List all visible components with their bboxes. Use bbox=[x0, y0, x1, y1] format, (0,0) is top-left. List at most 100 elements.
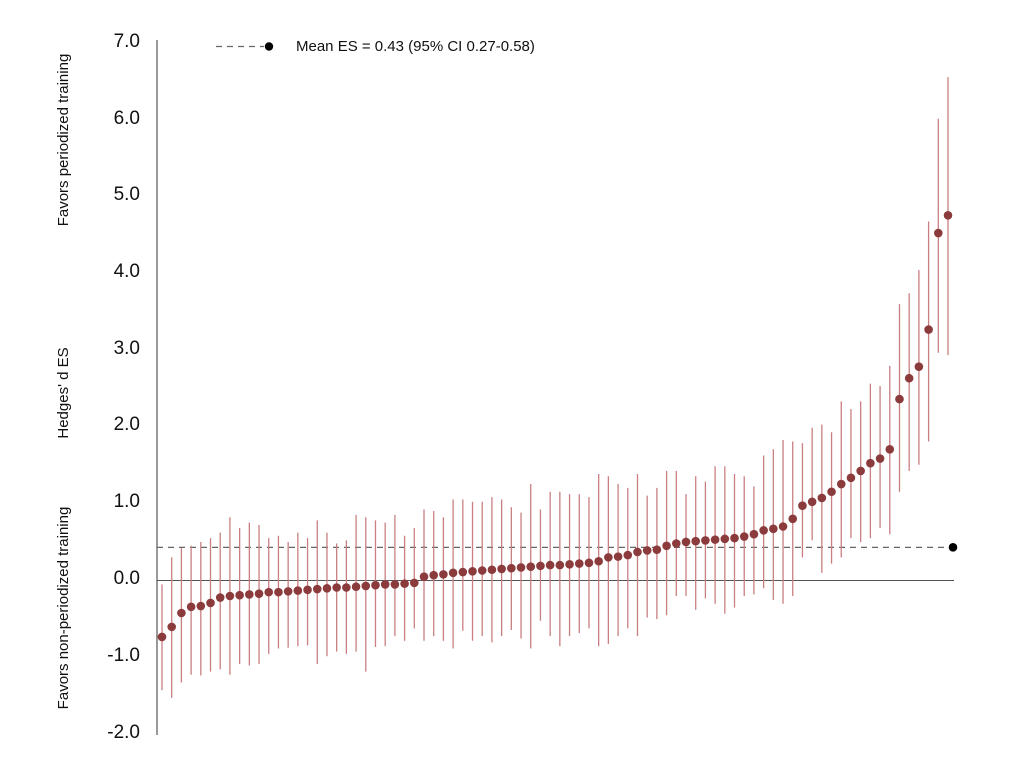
effect-size-point bbox=[536, 561, 545, 571]
confidence-intervals bbox=[161, 77, 949, 698]
effect-size-point bbox=[866, 458, 875, 468]
effect-size-point bbox=[856, 466, 865, 476]
y-tick-labels: 7.0 6.0 5.0 4.0 3.0 2.0 1.0 0.0 -1.0 -2.… bbox=[107, 31, 140, 743]
effect-size-point bbox=[662, 541, 671, 551]
effect-size-point bbox=[807, 497, 817, 507]
effect-size-point bbox=[633, 547, 642, 557]
y-tick-label: 0.0 bbox=[114, 568, 140, 589]
effect-size-point bbox=[245, 590, 254, 599]
effect-size-point bbox=[739, 532, 749, 541]
effect-size-point bbox=[303, 585, 312, 595]
effect-size-point bbox=[613, 552, 623, 561]
effect-size-point bbox=[778, 522, 788, 531]
effect-size-point bbox=[351, 582, 361, 592]
y-axis-title: Hedges' d ES bbox=[55, 347, 72, 438]
y-tick-label: 1.0 bbox=[114, 491, 140, 512]
effect-size-point bbox=[827, 487, 836, 497]
effect-size-point bbox=[623, 550, 633, 560]
effect-size-point bbox=[283, 587, 293, 596]
y-tick-label: 5.0 bbox=[114, 184, 140, 205]
effect-size-point bbox=[691, 536, 701, 546]
effect-size-point bbox=[167, 622, 177, 632]
y-tick-label: 2.0 bbox=[114, 414, 140, 435]
effect-size-point bbox=[254, 589, 264, 598]
effect-size-point bbox=[390, 580, 400, 589]
mean-es-point bbox=[948, 543, 958, 552]
y-tick-label: 6.0 bbox=[114, 108, 140, 129]
effect-size-point bbox=[516, 563, 526, 572]
effect-size-point bbox=[846, 473, 856, 483]
effect-size-point bbox=[759, 526, 768, 535]
effect-size-point bbox=[798, 501, 807, 510]
effect-size-point bbox=[701, 536, 710, 545]
effect-size-point bbox=[322, 583, 332, 593]
effect-size-point bbox=[604, 553, 613, 562]
effect-size-point bbox=[565, 560, 574, 569]
effect-size-point bbox=[594, 556, 603, 566]
effect-size-point bbox=[487, 565, 497, 575]
effect-size-point bbox=[361, 581, 371, 591]
effect-size-point bbox=[836, 479, 846, 489]
effect-size-point bbox=[730, 533, 739, 543]
y-tick-label: 7.0 bbox=[114, 31, 140, 52]
effect-size-point bbox=[468, 566, 477, 576]
y-label-favors-non-periodized: Favors non-periodized training bbox=[55, 507, 72, 710]
effect-size-point bbox=[555, 560, 565, 570]
effect-size-point bbox=[196, 601, 206, 611]
effect-size-point bbox=[749, 529, 759, 539]
y-tick-label: -1.0 bbox=[107, 645, 140, 666]
effect-size-point bbox=[235, 590, 244, 600]
effect-size-point bbox=[817, 493, 827, 503]
effect-size-point bbox=[477, 566, 487, 575]
effect-size-point bbox=[924, 325, 933, 334]
y-tick-label: 3.0 bbox=[114, 338, 140, 359]
effect-size-point bbox=[312, 584, 322, 594]
y-tick-label: -2.0 bbox=[107, 722, 140, 743]
effect-size-point bbox=[914, 362, 924, 371]
effect-size-point bbox=[429, 570, 439, 580]
effect-size-point bbox=[710, 535, 720, 544]
effect-size-point bbox=[526, 562, 536, 571]
effect-size-point bbox=[371, 580, 380, 590]
effect-size-point bbox=[769, 524, 778, 534]
y-axis-labels: Favors periodized training Hedges' d ES … bbox=[55, 54, 72, 710]
effect-size-point bbox=[943, 210, 953, 220]
effect-size-point bbox=[681, 537, 691, 547]
effect-size-point bbox=[342, 583, 351, 592]
effect-size-point bbox=[788, 514, 798, 524]
effect-size-point bbox=[885, 444, 895, 454]
effect-size-point bbox=[545, 560, 555, 570]
effect-size-point bbox=[274, 587, 283, 597]
effect-size-point bbox=[904, 373, 914, 383]
effect-size-point bbox=[206, 598, 215, 608]
effect-size-point bbox=[225, 591, 235, 601]
effect-size-point bbox=[215, 593, 225, 602]
effect-size-point bbox=[458, 567, 468, 577]
effect-size-point bbox=[157, 632, 167, 642]
y-tick-label: 4.0 bbox=[114, 261, 140, 282]
effect-size-point bbox=[332, 583, 341, 592]
legend: Mean ES = 0.43 (95% CI 0.27-0.58) bbox=[216, 38, 535, 55]
legend-label: Mean ES = 0.43 (95% CI 0.27-0.58) bbox=[296, 38, 535, 55]
effect-size-point bbox=[652, 545, 662, 554]
effect-size-point bbox=[448, 568, 458, 578]
effect-size-point bbox=[875, 454, 885, 463]
effect-size-point bbox=[642, 546, 652, 555]
effect-size-point bbox=[177, 608, 186, 618]
reference-lines bbox=[157, 546, 954, 582]
effect-size-point bbox=[264, 587, 274, 597]
effect-size-point bbox=[720, 534, 730, 544]
effect-size-point bbox=[439, 570, 448, 579]
effect-size-point bbox=[497, 564, 506, 574]
y-label-favors-periodized: Favors periodized training bbox=[55, 54, 72, 227]
effect-size-point bbox=[671, 539, 681, 548]
effect-size-point bbox=[933, 228, 943, 238]
effect-size-point bbox=[293, 586, 303, 595]
effect-size-point bbox=[380, 580, 390, 589]
effect-size-point bbox=[574, 559, 584, 568]
effect-size-points bbox=[157, 210, 958, 642]
effect-size-point bbox=[419, 572, 429, 581]
effect-size-point bbox=[409, 578, 419, 588]
legend-mean-marker bbox=[264, 42, 274, 51]
